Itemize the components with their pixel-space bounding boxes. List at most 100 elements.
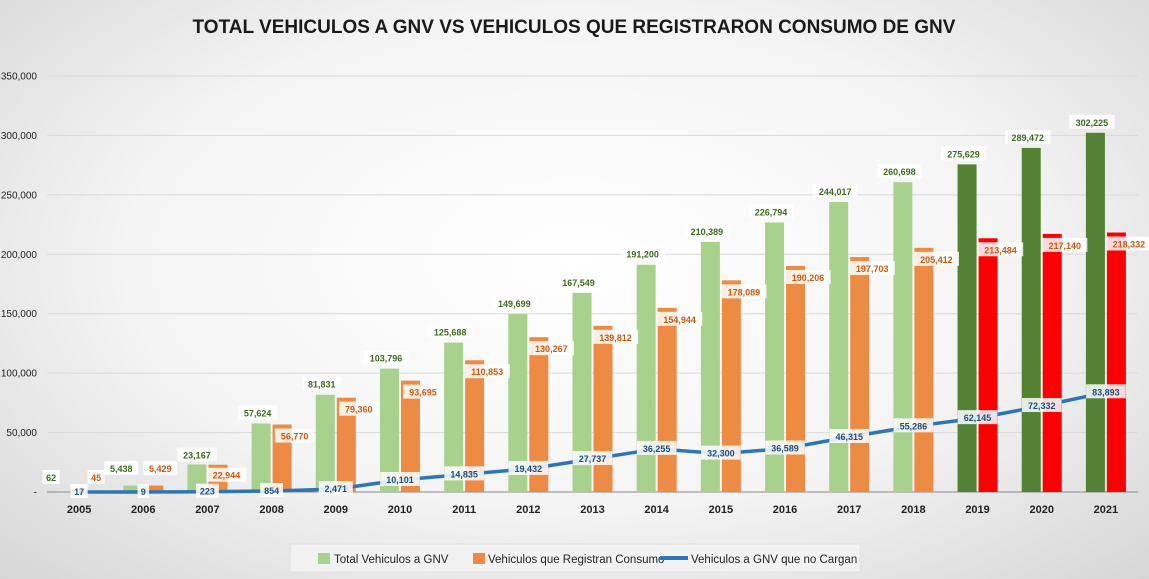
data-label-total-text: 5,438 <box>110 464 133 474</box>
data-label-total: 260,698 <box>876 164 922 179</box>
data-label-total-bg <box>42 470 60 484</box>
data-label-consumo-bg <box>849 261 895 276</box>
data-label-total-bg <box>104 461 139 475</box>
bar-total-vehiculos <box>572 292 592 492</box>
x-tick-label: 2013 <box>580 504 604 516</box>
legend-item-total[interactable]: Total Vehiculos a GNV <box>318 553 449 566</box>
data-label-consumo-text: 79,360 <box>345 405 373 415</box>
bar-registran-consumo <box>144 485 164 492</box>
x-axis: 2005 2006 2007 2008 2009 2010 2011 2012 2013 2014… <box>67 504 1118 516</box>
data-label-no-cargan: 223 <box>196 483 219 498</box>
data-label-consumo-text: 139,812 <box>599 333 632 343</box>
data-label-no-cargan: 10,101 <box>380 471 420 486</box>
data-label-total: 23,167 <box>177 447 217 462</box>
data-label-no-cargan: 854 <box>260 482 284 497</box>
bar-registran-consumo <box>529 337 549 492</box>
x-tick-label: 2007 <box>195 504 219 516</box>
legend-item-consumo[interactable]: Vehiculos que Registran Consumo <box>473 553 664 566</box>
data-label-total-bg <box>491 296 537 311</box>
data-label-consumo-text: 178,089 <box>728 287 761 297</box>
data-label-consumo-bg <box>528 341 574 356</box>
data-label-no-cargan: 36,589 <box>765 440 805 455</box>
data-label-total-bg <box>1005 129 1051 144</box>
data-label-consumo: 56,770 <box>274 428 315 443</box>
data-label-consumo-text: 213,484 <box>984 245 1017 255</box>
bar-total-vehiculos <box>315 394 335 492</box>
data-label-consumo-text: 56,770 <box>281 432 309 442</box>
data-labels-layer: 62 45 5,438 5,429 23,167 22,944 57,624 56,770 81… <box>42 114 1149 498</box>
data-label-no-cargan-text: 854 <box>264 486 279 496</box>
data-label-no-cargan: 17 <box>70 483 88 498</box>
data-label-consumo-bg <box>143 461 178 475</box>
data-label-total-bg <box>684 223 730 238</box>
data-label-no-cargan-bg <box>196 483 219 498</box>
data-label-consumo-bg <box>977 242 1024 257</box>
data-label-no-cargan-bg <box>1021 398 1062 413</box>
data-label-total-text: 62 <box>46 473 56 483</box>
data-label-total: 103,796 <box>363 350 409 365</box>
data-label-consumo-text: 93,695 <box>409 388 437 398</box>
x-tick-label: 2012 <box>516 504 540 516</box>
data-label-total-bg <box>177 447 217 462</box>
bar-total-vehiculos <box>379 368 399 492</box>
data-label-no-cargan: 55,286 <box>893 418 934 433</box>
y-tick-label: 350,000 <box>1 72 38 83</box>
x-tick-label: 2011 <box>452 504 476 516</box>
x-tick-label: 2006 <box>131 504 155 516</box>
data-label-consumo-text: 218,332 <box>1113 239 1146 249</box>
data-label-consumo: 139,812 <box>592 329 639 344</box>
data-label-total-text: 260,698 <box>883 167 916 177</box>
y-tick-label: 250,000 <box>1 190 38 201</box>
data-label-no-cargan: 14,835 <box>444 466 484 481</box>
bar-total-vehiculos <box>1021 147 1041 493</box>
bar-registran-consumo <box>657 307 677 492</box>
data-label-no-cargan-bg <box>1086 384 1126 399</box>
bar-registran-consumo <box>850 257 870 492</box>
data-label-no-cargan-text: 27,737 <box>579 454 607 464</box>
data-label-no-cargan-bg <box>260 482 284 497</box>
data-label-consumo-bg <box>464 364 510 379</box>
data-label-total-bg <box>940 146 987 161</box>
data-label-total-bg <box>748 204 794 219</box>
bar-total-vehiculos <box>636 264 656 492</box>
legend-label-consumo: Vehiculos que Registran Consumo <box>488 554 664 566</box>
y-tick-label: - <box>34 488 37 499</box>
data-label-total-text: 244,017 <box>819 187 852 197</box>
data-label-no-cargan-text: 14,835 <box>450 469 478 479</box>
data-label-no-cargan-text: 72,332 <box>1028 401 1056 411</box>
data-label-total-bg <box>427 324 473 339</box>
data-label-no-cargan-bg <box>318 481 353 496</box>
data-label-total: 244,017 <box>812 183 858 198</box>
data-label-total-bg <box>301 376 342 391</box>
legend-item-no-cargan[interactable]: Vehiculos a GNV que no Cargan <box>660 554 857 566</box>
bar-registran-consumo <box>465 360 485 492</box>
data-label-no-cargan-text: 55,286 <box>900 421 928 431</box>
data-label-consumo: 205,412 <box>913 251 959 266</box>
data-label-total: 149,699 <box>491 296 537 311</box>
data-label-consumo-bg <box>785 269 831 284</box>
data-label-total-text: 125,688 <box>434 328 467 338</box>
data-label-consumo-text: 197,703 <box>856 264 889 274</box>
data-label-no-cargan: 36,255 <box>636 440 677 455</box>
data-label-consumo-bg <box>274 428 315 443</box>
legend-box <box>289 543 861 573</box>
data-label-consumo: 110,853 <box>464 364 510 379</box>
data-label-total: 191,200 <box>620 246 666 261</box>
x-tick-label: 2009 <box>324 504 348 516</box>
data-label-consumo-bg <box>338 401 379 416</box>
data-label-no-cargan-bg <box>957 410 998 425</box>
data-label-no-cargan: 72,332 <box>1021 398 1062 413</box>
data-label-consumo-text: 22,944 <box>213 471 241 481</box>
data-label-consumo-bg <box>657 311 703 326</box>
bar-registran-consumo <box>786 265 806 492</box>
bar-total-vehiculos <box>123 485 143 492</box>
bar-registran-consumo <box>721 280 741 492</box>
data-label-consumo: 93,695 <box>403 384 443 399</box>
data-label-no-cargan: 2,471 <box>318 481 353 496</box>
data-label-no-cargan-bg <box>893 418 934 433</box>
data-label-total-text: 23,167 <box>183 450 211 460</box>
y-tick-label: 200,000 <box>1 250 38 261</box>
data-label-consumo-bg <box>403 384 443 399</box>
data-label-total-bg <box>1069 114 1115 129</box>
bar-total-vehiculos <box>829 201 849 492</box>
